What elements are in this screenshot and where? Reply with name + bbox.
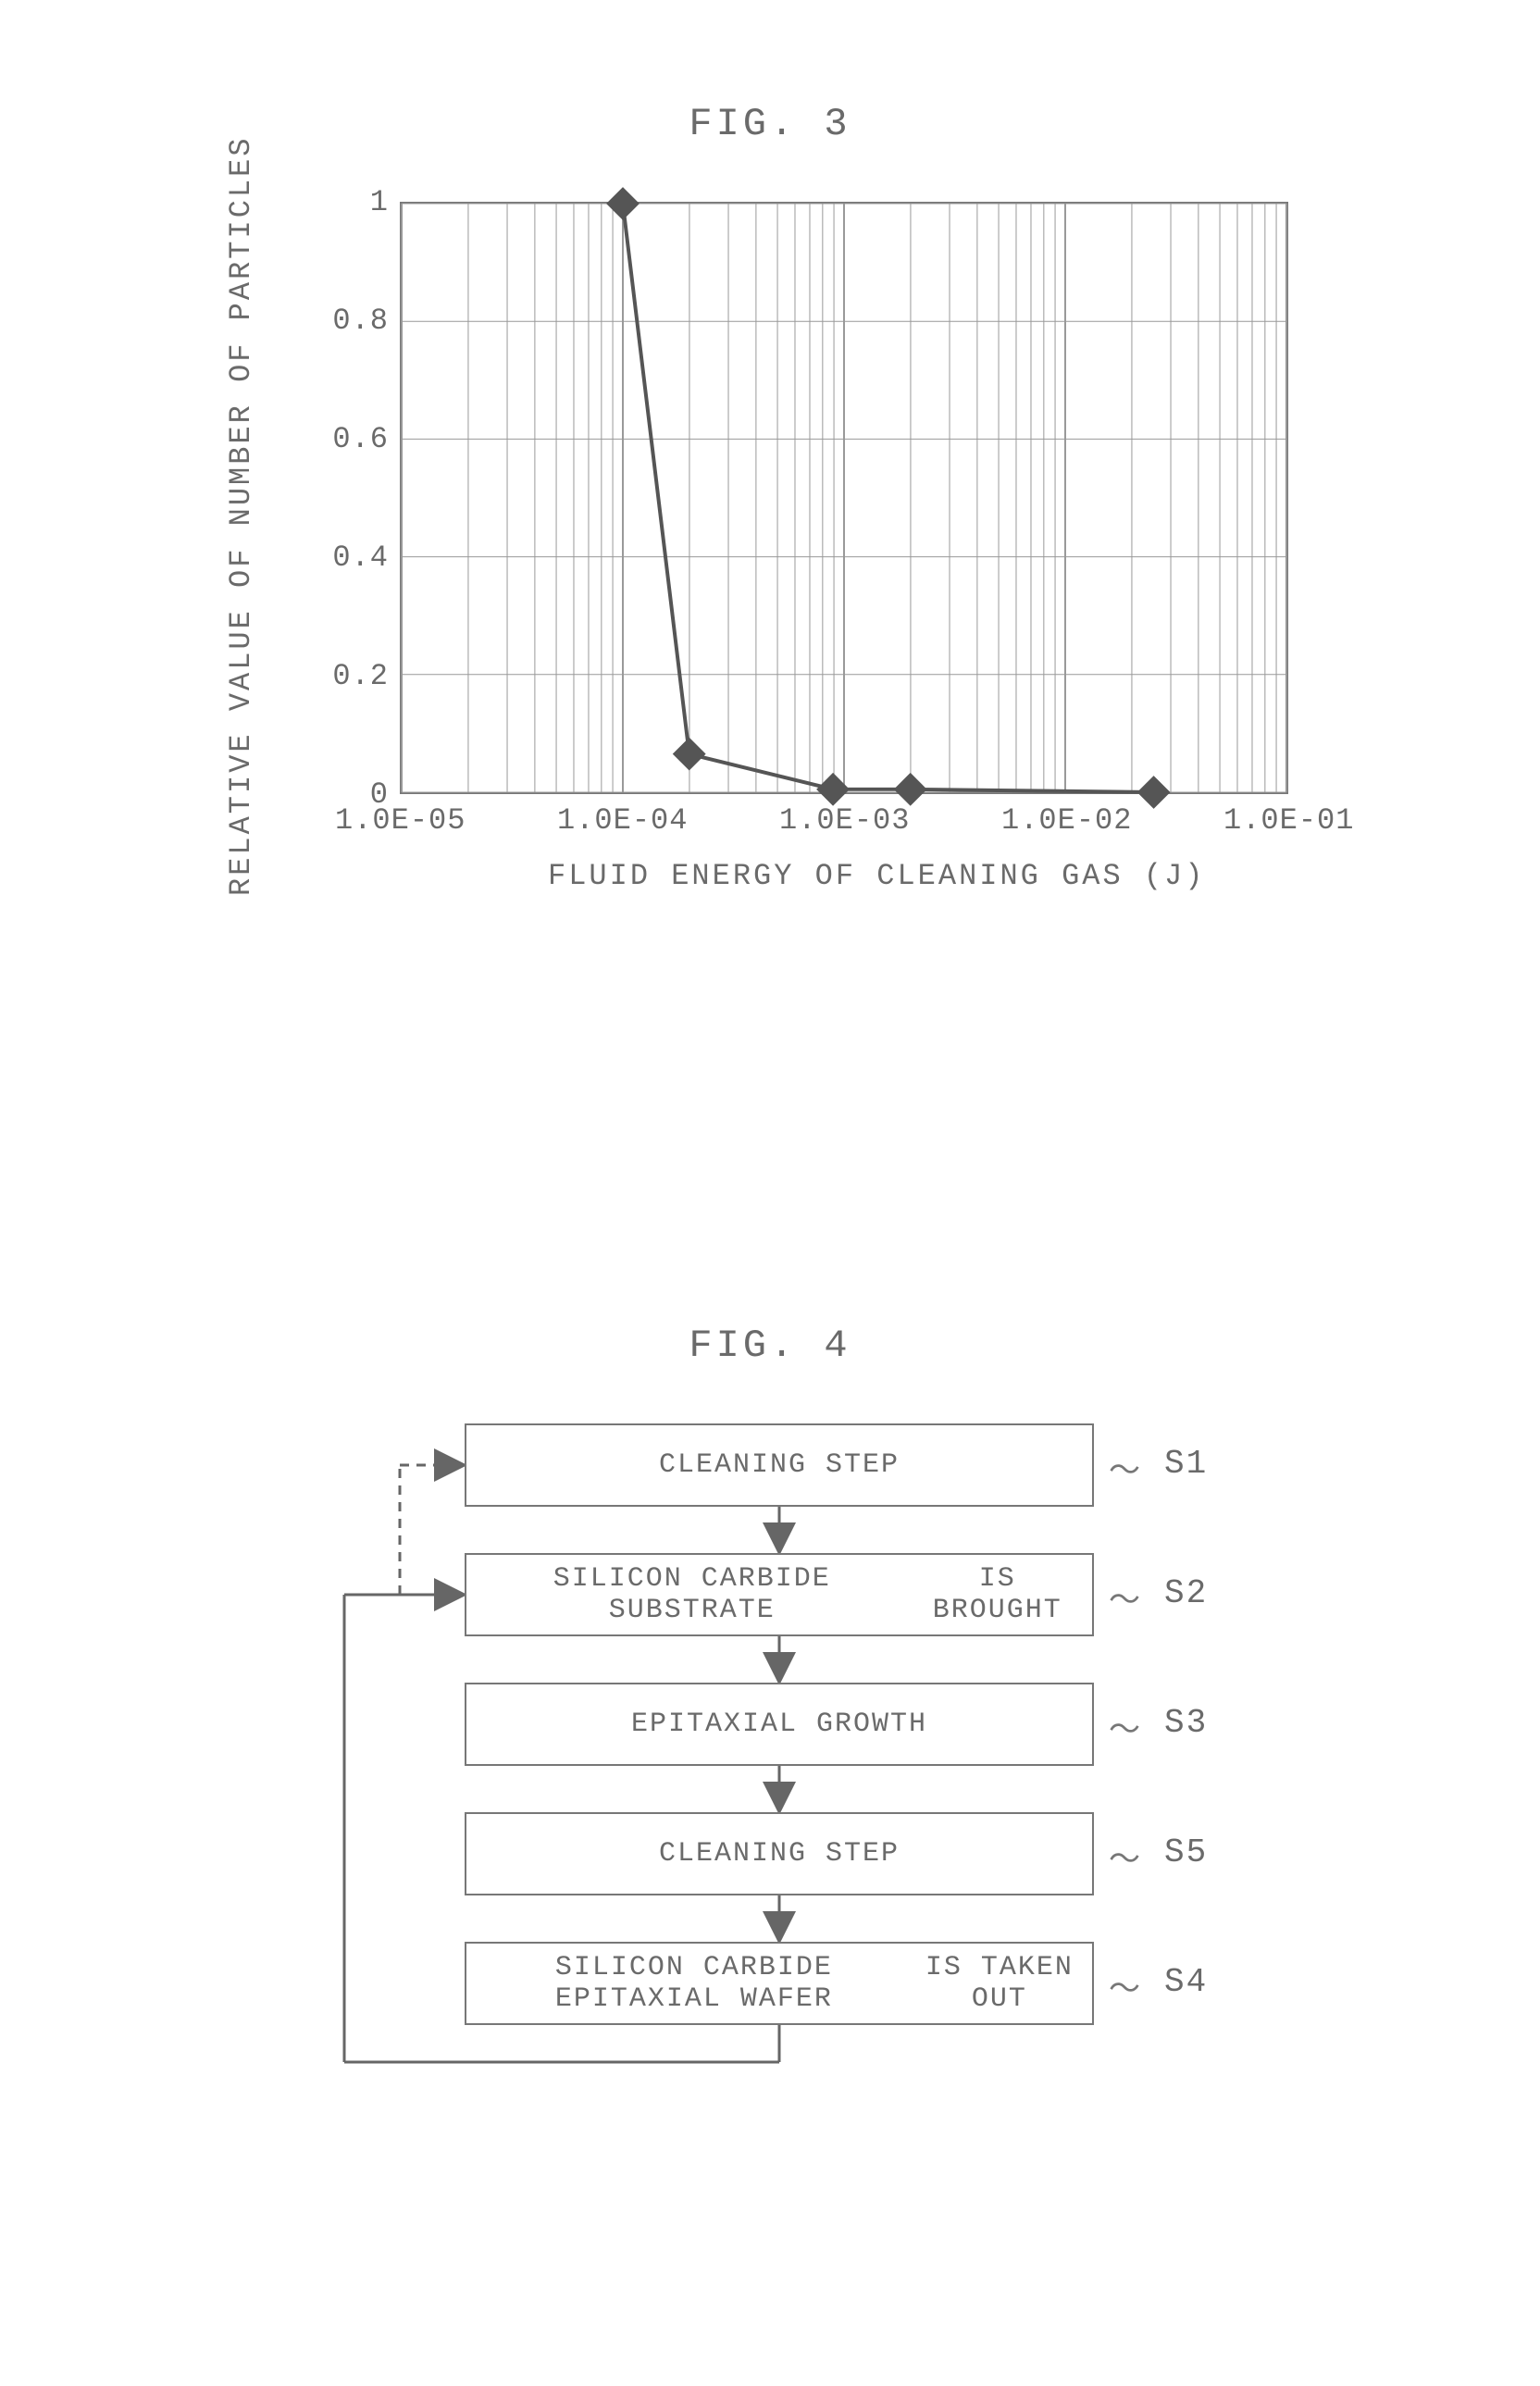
flow-connector: 〜	[1109, 1445, 1140, 1491]
y-tick-label: 0.4	[332, 541, 389, 575]
y-tick-label: 0.8	[332, 304, 389, 338]
flow-step-tag: S5	[1164, 1833, 1208, 1871]
flow-step-s4: SILICON CARBIDE EPITAXIAL WAFERIS TAKEN …	[465, 1942, 1094, 2025]
flow-step-s1: CLEANING STEP	[465, 1423, 1094, 1507]
x-tick-label: 1.0E-03	[779, 803, 910, 838]
y-axis-label: RELATIVE VALUE OF NUMBER OF PARTICLES	[224, 135, 258, 896]
fig4-title: FIG. 4	[0, 1323, 1540, 1368]
data-point	[673, 738, 706, 771]
flow-step-label: EPITAXIAL GROWTH	[631, 1709, 927, 1741]
flow-step-s3: EPITAXIAL GROWTH	[465, 1683, 1094, 1766]
plot-area	[400, 202, 1288, 794]
flow-connector: 〜	[1109, 1963, 1140, 2009]
data-point	[1137, 776, 1171, 809]
flow-step-label: SILICON CARBIDE SUBSTRATE	[474, 1563, 910, 1627]
y-tick-label: 0.6	[332, 422, 389, 456]
flow-connector: 〜	[1109, 1574, 1140, 1621]
flow-step-label: IS BROUGHT	[910, 1563, 1085, 1627]
data-point	[606, 187, 640, 220]
flow-step-tag: S3	[1164, 1704, 1208, 1742]
x-tick-label: 1.0E-05	[335, 803, 466, 838]
flow-step-label: CLEANING STEP	[659, 1449, 900, 1482]
x-tick-label: 1.0E-01	[1223, 803, 1354, 838]
flow-connector: 〜	[1109, 1704, 1140, 1750]
flow-step-label: CLEANING STEP	[659, 1838, 900, 1870]
fig4-flowchart: CLEANING STEP 〜 S1 SILICON CARBIDE SUBSTRAT…	[187, 1396, 1353, 2155]
flow-step-tag: S1	[1164, 1445, 1208, 1483]
x-tick-label: 1.0E-04	[557, 803, 688, 838]
flow-connector: 〜	[1109, 1833, 1140, 1880]
flow-step-label: SILICON CARBIDE EPITAXIAL WAFER	[474, 1952, 914, 2016]
x-tick-label: 1.0E-02	[1001, 803, 1132, 838]
x-axis-label: FLUID ENERGY OF CLEANING GAS (J)	[548, 859, 1206, 893]
flow-step-label: IS TAKEN OUT	[914, 1952, 1085, 2016]
flow-step-s5: CLEANING STEP	[465, 1812, 1094, 1895]
flow-step-tag: S2	[1164, 1574, 1208, 1612]
flow-step-tag: S4	[1164, 1963, 1208, 2001]
data-point	[894, 773, 927, 806]
flow-step-s2: SILICON CARBIDE SUBSTRATEIS BROUGHT	[465, 1553, 1094, 1636]
fig3-chart: RELATIVE VALUE OF NUMBER OF PARTICLES 00…	[187, 174, 1353, 970]
y-tick-label: 1	[370, 185, 389, 219]
y-tick-label: 0.2	[332, 659, 389, 693]
